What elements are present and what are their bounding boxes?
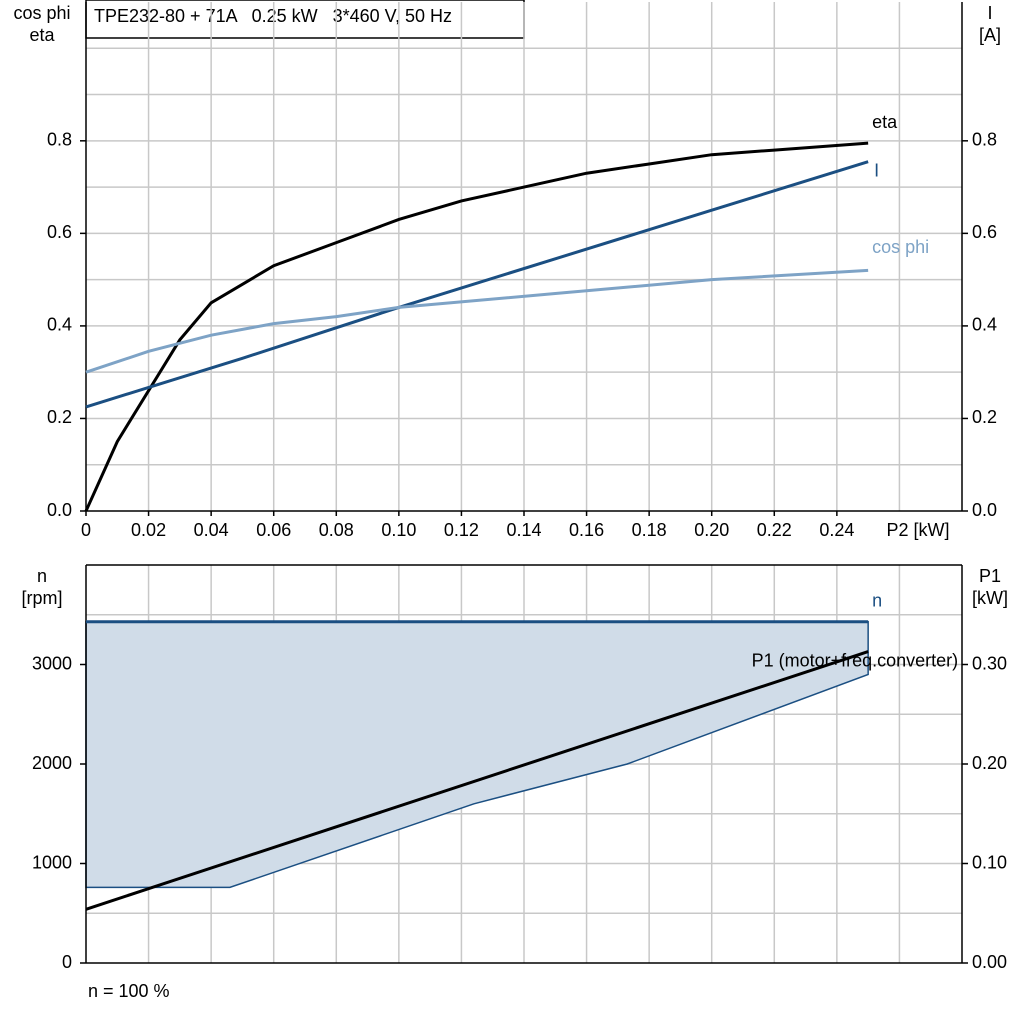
y-axis-label: cos phi — [13, 3, 70, 23]
x-tick-label: 0.10 — [381, 520, 416, 540]
y-axis-label: eta — [29, 25, 55, 45]
y2-tick-label: 0.4 — [972, 315, 997, 335]
x-tick-label: 0.14 — [506, 520, 541, 540]
y2-axis-label: [A] — [979, 25, 1001, 45]
y2-tick-label: 0.2 — [972, 407, 997, 427]
y2-tick-label: 0.8 — [972, 130, 997, 150]
y2-tick-label: 0.6 — [972, 222, 997, 242]
y-tick-label: 0.2 — [47, 407, 72, 427]
y2-tick-label: 0.20 — [972, 753, 1007, 773]
x-tick-label: 0.12 — [444, 520, 479, 540]
x-tick-label: 0 — [81, 520, 91, 540]
y2-tick-label: 0.0 — [972, 500, 997, 520]
x-tick-label: 0.22 — [757, 520, 792, 540]
series-label: P1 (motor+freq.converter) — [752, 650, 959, 670]
series-label: cos phi — [872, 237, 929, 257]
series-label: I — [874, 160, 879, 180]
x-tick-label: 0.18 — [632, 520, 667, 540]
y-tick-label: 0.0 — [47, 500, 72, 520]
y-axis-label: [rpm] — [21, 588, 62, 608]
y-tick-label: 0.6 — [47, 222, 72, 242]
series-line — [85, 268, 869, 374]
y-tick-label: 0.8 — [47, 130, 72, 150]
series-line — [85, 160, 869, 409]
y-tick-label: 2000 — [32, 753, 72, 773]
x-tick-label: 0.02 — [131, 520, 166, 540]
x-tick-label: 0.04 — [194, 520, 229, 540]
x-axis-label: P2 [kW] — [886, 520, 949, 540]
y2-axis-label: I — [987, 3, 992, 23]
x-tick-label: 0.20 — [694, 520, 729, 540]
series-label: eta — [872, 112, 898, 132]
y-tick-label: 0 — [62, 952, 72, 972]
y2-tick-label: 0.30 — [972, 653, 1007, 673]
y2-axis-label: [kW] — [972, 588, 1008, 608]
x-tick-label: 0.16 — [569, 520, 604, 540]
y-axis-label: n — [37, 566, 47, 586]
x-tick-label: 0.06 — [256, 520, 291, 540]
y2-tick-label: 0.10 — [972, 852, 1007, 872]
x-tick-label: 0.24 — [819, 520, 854, 540]
y2-tick-label: 0.00 — [972, 952, 1007, 972]
series-line — [85, 650, 869, 911]
series-label: n — [872, 590, 882, 610]
y-tick-label: 3000 — [32, 653, 72, 673]
y-tick-label: 1000 — [32, 852, 72, 872]
x-tick-label: 0.08 — [319, 520, 354, 540]
series-line — [84, 141, 869, 512]
note: n = 100 % — [88, 981, 170, 1001]
y-tick-label: 0.4 — [47, 315, 72, 335]
y2-axis-label: P1 — [979, 566, 1001, 586]
